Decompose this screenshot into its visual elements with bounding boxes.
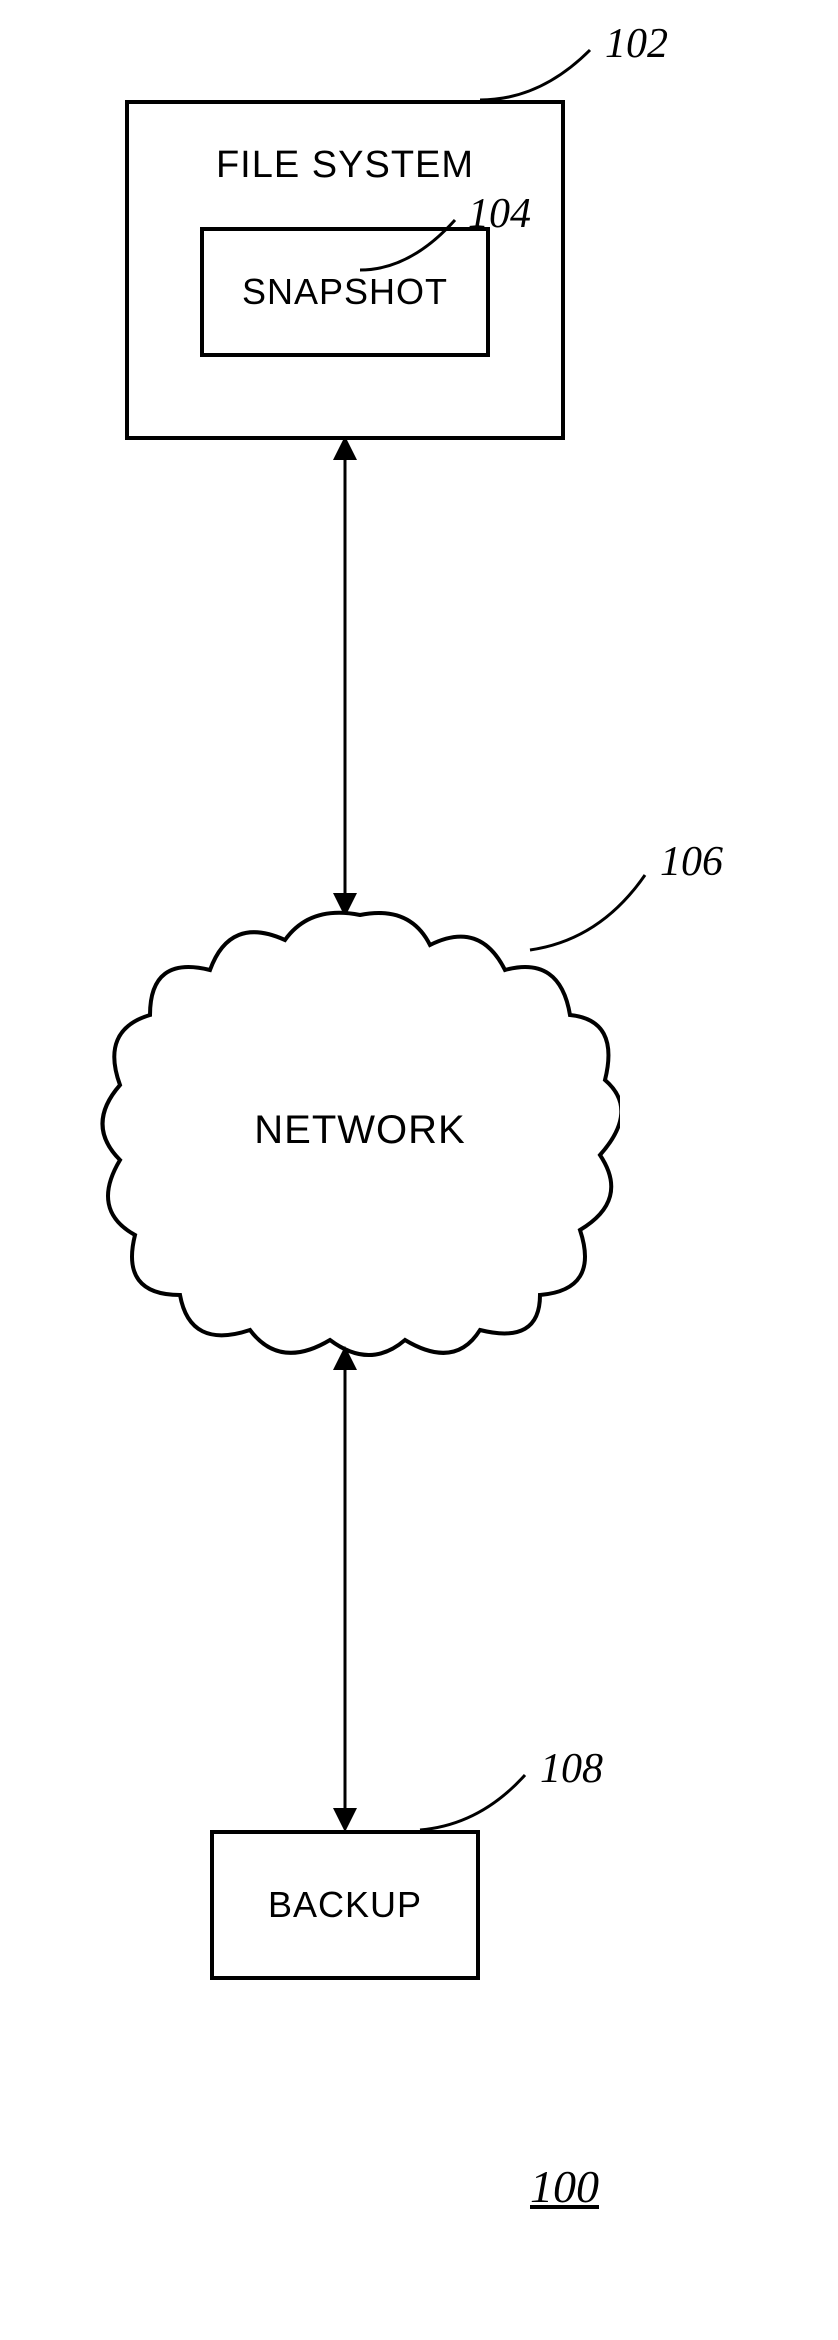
leader-108 <box>420 1770 550 1835</box>
leader-102 <box>480 45 620 105</box>
figure-number: 100 <box>530 2160 599 2213</box>
snapshot-label: SNAPSHOT <box>242 271 448 313</box>
file-system-node: FILE SYSTEM SNAPSHOT <box>125 100 565 440</box>
backup-label: BACKUP <box>268 1884 422 1926</box>
file-system-label: FILE SYSTEM <box>216 144 474 187</box>
leader-106 <box>530 870 670 960</box>
edge-filesystem-network <box>330 440 360 915</box>
diagram-container: FILE SYSTEM SNAPSHOT 102 104 NETWORK <box>0 0 838 2340</box>
network-node: NETWORK <box>100 900 620 1360</box>
leader-104 <box>360 215 480 275</box>
ref-108: 108 <box>540 1745 603 1793</box>
ref-104: 104 <box>468 190 531 238</box>
ref-102: 102 <box>605 20 668 68</box>
network-label: NETWORK <box>254 1108 465 1153</box>
edge-network-backup <box>330 1350 360 1830</box>
ref-106: 106 <box>660 838 723 886</box>
backup-node: BACKUP <box>210 1830 480 1980</box>
